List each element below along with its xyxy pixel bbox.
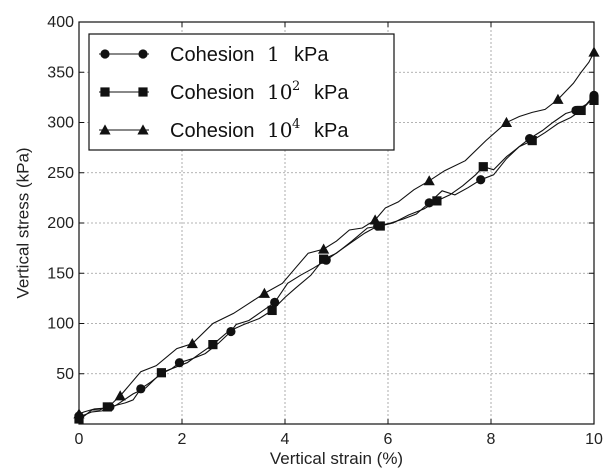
- circle-marker: [424, 198, 434, 208]
- triangle-marker: [423, 175, 435, 186]
- square-marker: [319, 254, 329, 264]
- y-tick-label: 50: [56, 366, 74, 383]
- y-axis-label: Vertical stress (kPa): [13, 147, 32, 298]
- square-marker: [576, 105, 586, 116]
- x-tick-label: 8: [487, 431, 496, 448]
- square-marker: [100, 87, 110, 97]
- legend-label-unit: kPa: [294, 44, 329, 66]
- legend-label-text: Cohesion: [170, 82, 255, 104]
- x-axis: 0 2 4 6 8 10: [75, 22, 603, 448]
- y-axis: 50 100 150 200 250 300 350 400: [47, 14, 594, 383]
- legend-entry: Cohesion 1 kPa: [99, 42, 329, 66]
- series-layer: [73, 46, 600, 424]
- triangle-marker: [552, 93, 564, 104]
- triangle-marker: [186, 338, 198, 349]
- x-tick-label: 2: [178, 431, 187, 448]
- y-tick-label: 150: [47, 265, 74, 282]
- circle-marker: [100, 49, 110, 59]
- x-axis-label: Vertical strain (%): [270, 449, 403, 468]
- square-marker: [527, 135, 537, 146]
- circle-marker: [270, 297, 280, 307]
- y-tick-label: 400: [47, 14, 74, 31]
- legend-label-value: 1: [267, 42, 280, 66]
- x-tick-label: 0: [75, 431, 84, 448]
- grid: [79, 22, 594, 424]
- square-marker: [267, 305, 277, 316]
- series-line: [78, 51, 595, 415]
- legend-label-value: 10: [267, 118, 292, 142]
- square-marker: [208, 340, 218, 350]
- legend-entry: Cohesion 10 4 kPa: [99, 117, 349, 142]
- triangle-marker: [369, 214, 381, 225]
- legend-entry: Cohesion 10 2 kPa: [99, 79, 349, 104]
- legend-label-unit: kPa: [314, 82, 349, 104]
- square-marker: [156, 368, 166, 378]
- square-marker: [138, 87, 148, 97]
- y-tick-label: 100: [47, 316, 74, 333]
- legend-label-exponent: 4: [292, 117, 300, 132]
- legend-label-value: 10: [267, 80, 292, 104]
- x-tick-label: 6: [384, 431, 393, 448]
- x-tick-label: 4: [281, 431, 290, 448]
- series-line: [78, 99, 595, 420]
- square-marker: [102, 402, 112, 412]
- x-tick-label: 10: [585, 431, 603, 448]
- square-marker: [432, 196, 442, 206]
- square-marker: [375, 221, 385, 231]
- triangle-marker: [258, 287, 270, 298]
- square-marker: [478, 162, 488, 172]
- circle-marker: [476, 175, 486, 185]
- triangle-marker: [500, 116, 513, 127]
- y-tick-label: 250: [47, 165, 74, 182]
- triangle-marker: [114, 390, 126, 401]
- y-tick-label: 350: [47, 64, 74, 81]
- y-tick-label: 200: [47, 215, 74, 232]
- y-tick-label: 300: [47, 115, 74, 132]
- triangle-marker: [99, 124, 111, 135]
- legend-label-unit: kPa: [314, 120, 349, 142]
- circle-marker: [138, 49, 148, 59]
- legend-label-text: Cohesion: [170, 44, 255, 66]
- legend-label-text: Cohesion: [170, 120, 255, 142]
- triangle-marker: [318, 243, 330, 254]
- legend-label-exponent: 2: [292, 79, 300, 94]
- triangle-marker: [137, 124, 149, 135]
- series-triangle: [73, 46, 600, 419]
